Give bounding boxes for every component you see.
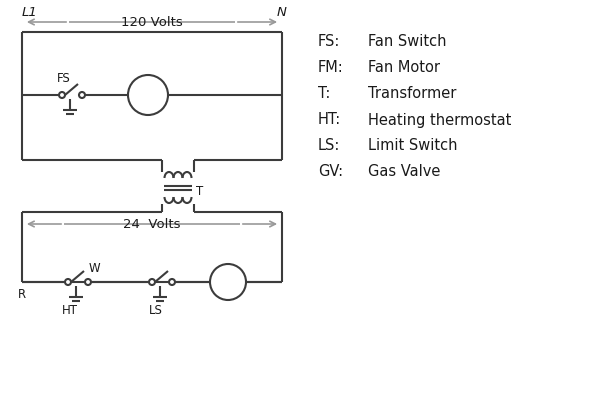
Circle shape <box>149 279 155 285</box>
Circle shape <box>79 92 85 98</box>
Text: Fan Switch: Fan Switch <box>368 34 447 50</box>
Text: 24  Volts: 24 Volts <box>123 218 181 230</box>
Circle shape <box>59 92 65 98</box>
Text: LS: LS <box>149 304 163 316</box>
Text: GV:: GV: <box>318 164 343 180</box>
Circle shape <box>85 279 91 285</box>
Text: Transformer: Transformer <box>368 86 457 102</box>
Text: T: T <box>196 185 203 198</box>
Text: FS:: FS: <box>318 34 340 50</box>
Text: LS:: LS: <box>318 138 340 154</box>
Text: HT:: HT: <box>318 112 341 128</box>
Circle shape <box>128 75 168 115</box>
Text: Limit Switch: Limit Switch <box>368 138 457 154</box>
Text: FM:: FM: <box>318 60 344 76</box>
Circle shape <box>210 264 246 300</box>
Text: FS: FS <box>57 72 71 86</box>
Text: W: W <box>88 262 100 276</box>
Text: Fan Motor: Fan Motor <box>368 60 440 76</box>
Circle shape <box>169 279 175 285</box>
Text: FM: FM <box>140 88 156 102</box>
Text: Gas Valve: Gas Valve <box>368 164 440 180</box>
Text: 120 Volts: 120 Volts <box>121 16 183 28</box>
Text: Heating thermostat: Heating thermostat <box>368 112 512 128</box>
Text: T:: T: <box>318 86 330 102</box>
Text: N: N <box>277 6 287 18</box>
Text: R: R <box>18 288 26 302</box>
Text: L1: L1 <box>22 6 38 18</box>
Text: HT: HT <box>62 304 78 316</box>
Text: GV: GV <box>219 276 237 288</box>
Circle shape <box>65 279 71 285</box>
